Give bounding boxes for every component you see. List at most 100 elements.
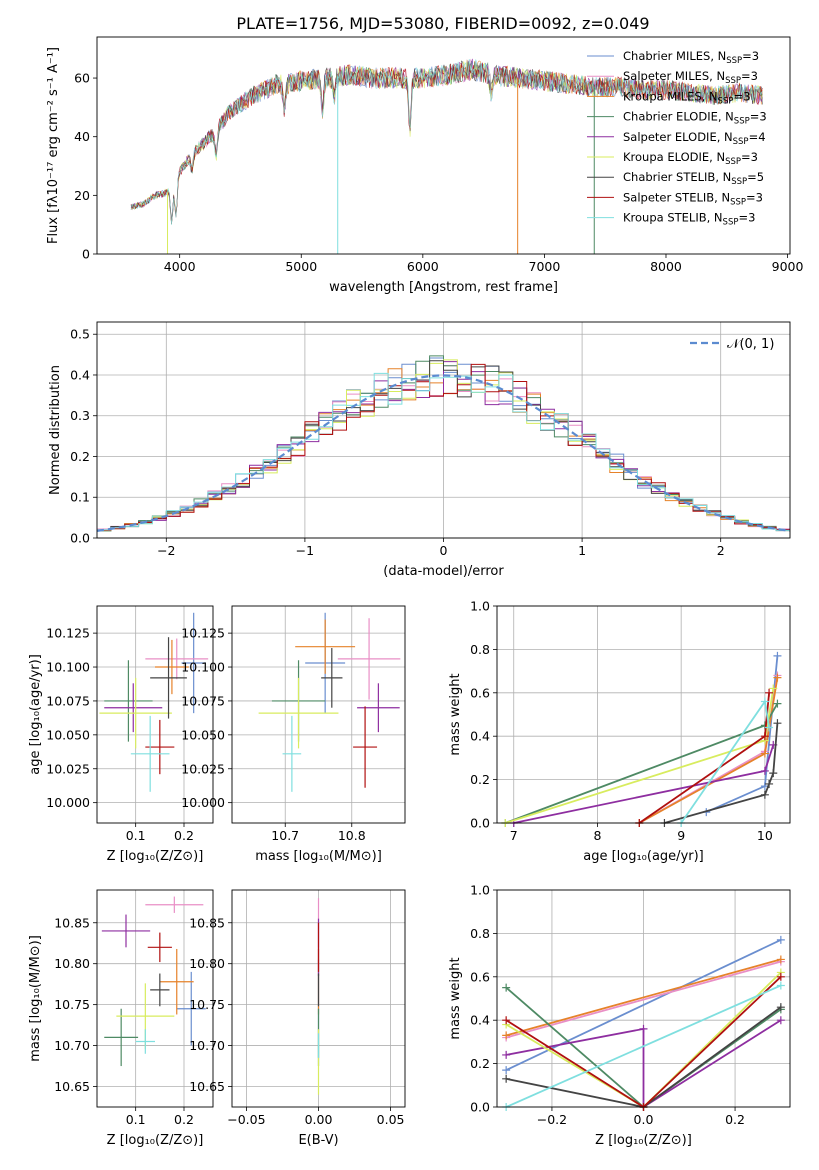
- axes-frame: [96, 36, 791, 255]
- x-tick-label: 0.2: [174, 1112, 194, 1127]
- legend-entry: Kroupa ELODIE, NSSP=3: [623, 150, 758, 167]
- legend-entry: Chabrier ELODIE, NSSP=3: [623, 110, 767, 127]
- legend-suffix: =3: [733, 89, 750, 103]
- x-axis-label: mass [log₁₀(M/M⊙)]: [255, 849, 382, 864]
- legend-label: Kroupa STELIB, N: [623, 211, 723, 225]
- panel-mass-weight-vs-metallicity: −0.2 0.0 0.2 0.0 0.2 0.4 0.6 0.8 1.0 Z [log₁₀(Z/Z…: [448, 883, 791, 1148]
- y-tick-label: 10.025: [181, 761, 225, 776]
- panel-mass-weight-vs-age: 7 8 9 10 0.0 0.2 0.4 0.6 0.8 1.0 age [log₁₀(age/yr…: [448, 599, 791, 864]
- axes-frame: [96, 321, 791, 539]
- y-axis-label: Normed distribution: [48, 365, 63, 495]
- weight-marker: [773, 719, 782, 728]
- y-axis-label: Flux [fλ10⁻¹⁷ erg cm⁻² s⁻¹ A⁻¹]: [46, 47, 61, 244]
- x-axis-label: Z [log₁₀(Z/Z⊙)]: [595, 1133, 692, 1148]
- legend-entry: Salpeter MILES, NSSP=3: [623, 69, 758, 86]
- legend-subscript: SSP: [733, 137, 749, 147]
- y-axis-label: mass weight: [448, 957, 463, 1039]
- weight-marker: [760, 697, 769, 706]
- weight-marker: [765, 688, 774, 697]
- y-tick-label: 0.4: [70, 367, 90, 382]
- x-tick-label: 8000: [650, 259, 682, 274]
- y-tick-label: 20: [74, 188, 90, 203]
- panel-residuals: −2 −1 0 1 2 0.0 0.1 0.2 0.3 0.4 0.5 (data-model)/er…: [48, 321, 791, 579]
- x-tick-label: 7000: [529, 259, 561, 274]
- x-tick-label: 0.05: [377, 1112, 405, 1127]
- axes-frame: [496, 605, 791, 824]
- legend-suffix: =3: [746, 190, 763, 204]
- legend-label: 𝒩(0, 1): [727, 337, 774, 352]
- x-tick-label: 0.2: [725, 1112, 745, 1127]
- y-tick-label: 10.050: [46, 727, 90, 742]
- plot-area: [96, 355, 791, 532]
- y-tick-label: 40: [74, 129, 90, 144]
- legend-suffix: =5: [747, 170, 764, 184]
- x-tick-label: 0.0: [634, 1112, 654, 1127]
- axes-frame: [496, 889, 791, 1108]
- x-tick-label: 8: [593, 828, 601, 843]
- legend-suffix: =3: [750, 110, 767, 124]
- x-tick-label: −0.2: [537, 1112, 567, 1127]
- weight-marker: [776, 972, 785, 981]
- plot-area: [99, 612, 209, 792]
- x-tick-label: 7: [510, 828, 518, 843]
- y-tick-label: 60: [74, 71, 90, 86]
- y-tick-label: 10.65: [54, 1079, 90, 1094]
- spectrum-legend: Chabrier MILES, NSSP=3 Salpeter MILES, NS…: [587, 49, 767, 228]
- legend-subscript: SSP: [726, 56, 742, 66]
- x-tick-label: 0.2: [174, 828, 194, 843]
- legend-label: Kroupa MILES, N: [623, 89, 718, 103]
- legend-subscript: SSP: [723, 218, 739, 228]
- legend-suffix: =3: [738, 211, 755, 225]
- weight-line-3: [638, 677, 779, 824]
- y-tick-label: 0.3: [70, 408, 90, 423]
- y-tick-label: 0.2: [470, 1056, 490, 1071]
- weight-line-2: [638, 675, 779, 824]
- weight-line-3: [505, 958, 782, 1037]
- y-tick-label: 10.000: [46, 795, 90, 810]
- x-axis-label: E(B-V): [298, 1133, 338, 1148]
- panel-mass-vs-extinction: −0.05 0.00 0.05 10.65 10.70 10.75 10.80 10.85 E(…: [189, 889, 406, 1148]
- figure-title: PLATE=1756, MJD=53080, FIBERID=0092, z=0…: [236, 14, 649, 33]
- y-tick-label: 10.100: [46, 660, 90, 675]
- y-tick-label: 0.8: [470, 926, 490, 941]
- weight-marker: [765, 779, 774, 788]
- y-tick-label: 10.075: [46, 693, 90, 708]
- x-axis-label: wavelength [Angstrom, rest frame]: [329, 280, 558, 295]
- legend-subscript: SSP: [734, 117, 750, 127]
- x-axis-label: (data-model)/error: [383, 564, 504, 579]
- y-tick-label: 0.4: [470, 729, 490, 744]
- y-tick-label: 10.075: [181, 693, 225, 708]
- legend-subscript: SSP: [718, 96, 734, 106]
- x-tick-label: 6000: [407, 259, 439, 274]
- weight-line-2: [505, 960, 782, 1039]
- weight-marker: [502, 1031, 511, 1040]
- weight-marker: [776, 981, 785, 990]
- weight-marker: [776, 935, 785, 944]
- y-tick-label: 10.025: [46, 761, 90, 776]
- weight-marker: [773, 651, 782, 660]
- legend-suffix: =3: [741, 69, 758, 83]
- x-tick-label: 4000: [164, 259, 196, 274]
- weight-marker: [502, 1066, 511, 1075]
- weight-marker: [769, 684, 778, 693]
- weight-line-9: [505, 984, 782, 1108]
- x-tick-label: −2: [157, 543, 175, 558]
- y-tick-label: 1.0: [470, 599, 490, 614]
- legend-label: Salpeter ELODIE, N: [623, 130, 733, 144]
- y-tick-label: 0.0: [470, 1100, 490, 1115]
- y-tick-label: 10.050: [181, 727, 225, 742]
- weight-marker: [773, 673, 782, 682]
- x-tick-label: 0: [440, 543, 448, 558]
- y-tick-label: 0.6: [470, 969, 490, 984]
- x-axis-label: age [log₁₀(age/yr)]: [583, 849, 704, 864]
- weight-line-8: [638, 692, 770, 824]
- y-tick-label: 0.6: [470, 685, 490, 700]
- weight-marker: [502, 983, 511, 992]
- weight-marker: [776, 1016, 785, 1025]
- x-tick-label: 9: [677, 828, 685, 843]
- plot-area: [130, 58, 763, 254]
- axes-frame: [96, 605, 214, 824]
- legend-label: Kroupa ELODIE, N: [623, 150, 725, 164]
- y-tick-label: 10.75: [189, 997, 225, 1012]
- legend-entry: Chabrier MILES, NSSP=3: [623, 49, 759, 66]
